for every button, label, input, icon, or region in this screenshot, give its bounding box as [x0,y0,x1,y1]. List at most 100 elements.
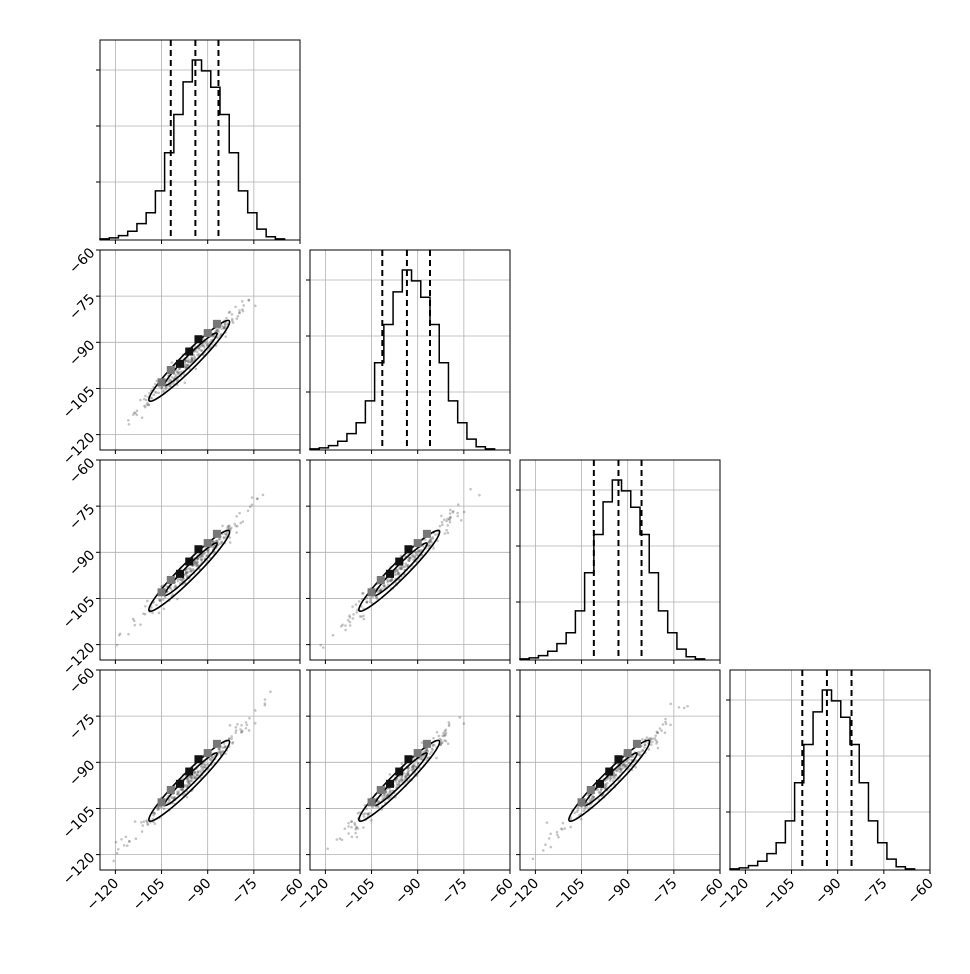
contour-outer [358,739,441,822]
scatter-point [217,750,221,754]
scatter-point [641,738,644,741]
scatter-point [588,799,592,803]
density-cell [386,779,394,788]
scatter-point [187,363,190,367]
scatter-point [576,806,580,809]
scatter-point [393,570,397,574]
scatter-point [188,361,192,364]
scatter-point [216,336,220,339]
scatter-point [143,404,146,408]
scatter-point [686,704,689,708]
scatter-point [195,559,198,562]
scatter-point [124,835,128,839]
scatter-point [248,505,252,509]
scatter-point [344,624,347,627]
scatter-point [444,733,447,737]
scatter-point [394,573,398,576]
scatter-point [231,742,234,745]
scatter-point [217,330,220,333]
scatter-point [202,552,206,556]
scatter-point [440,741,443,745]
scatter-point [396,571,400,575]
scatter-point [176,371,179,375]
density-cell [586,786,595,794]
scatter-point [441,741,444,744]
density-cell [212,319,221,328]
scatter-point [651,740,654,744]
scatter-point [228,536,232,539]
scatter-point [114,840,118,844]
scatter-point [156,808,160,811]
density-cell [614,755,623,764]
scatter-point [190,361,193,364]
scatter-point [245,723,249,727]
scatter-point [347,821,350,825]
scatter-point [152,811,156,815]
panel-frame [729,669,931,871]
scatter-point [199,558,203,561]
scatter-point [197,346,200,350]
scatter-point [367,813,370,816]
scatter-point [611,779,615,783]
scatter-point [395,778,399,781]
scatter-point [361,592,364,595]
scatter-point [219,542,222,545]
scatter-point [196,770,200,774]
scatter-point [236,723,239,726]
scatter-point [126,419,130,422]
scatter-point [368,811,371,815]
scatter-point [427,540,431,544]
scatter-point [456,511,459,515]
scatter-point [216,329,219,332]
scatter-panel-2-1 [306,459,511,664]
scatter-point [469,487,472,491]
scatter-point [439,742,443,746]
scatter-point [203,341,207,344]
scatter-point [170,375,174,379]
scatter-point [456,503,460,506]
scatter-point [400,780,404,783]
scatter-point [438,737,442,741]
scatter-point [200,765,203,769]
scatter-point [393,570,397,573]
scatter-point [431,537,435,540]
scatter-point [358,615,362,618]
scatter-point [362,614,365,618]
scatter-point [186,363,189,367]
scatter-point [185,795,189,799]
scatter-point [146,823,150,827]
scatter-point [382,584,386,588]
scatter-point [643,743,647,747]
scatter-point [223,325,226,329]
scatter-point [190,779,194,782]
density-cell [395,557,404,566]
scatter-point [118,632,122,636]
scatter-point [321,646,325,649]
scatter-point [404,776,408,779]
scatter-point [198,555,202,559]
scatter-point [478,493,481,497]
scatter-point [576,808,580,812]
scatter-point [234,731,238,734]
scatter-point [389,579,392,583]
scatter-point [171,593,174,597]
scatter-point [177,372,180,376]
scatter-point [115,643,119,647]
density-cell [203,539,212,548]
scatter-point [165,385,168,389]
scatter-point [125,844,129,848]
scatter-point [408,556,412,560]
scatter-point [200,558,203,562]
scatter-point [157,807,160,811]
scatter-point [174,373,178,377]
scatter-point [242,304,246,307]
scatter-point [185,359,188,363]
scatter-point [592,795,596,799]
scatter-point [446,517,449,521]
scatter-point [352,613,355,616]
density-cell [386,569,394,578]
density-cell [176,359,184,368]
density-cell [166,786,175,794]
density-cell [376,576,385,584]
scatter-point [623,765,627,768]
